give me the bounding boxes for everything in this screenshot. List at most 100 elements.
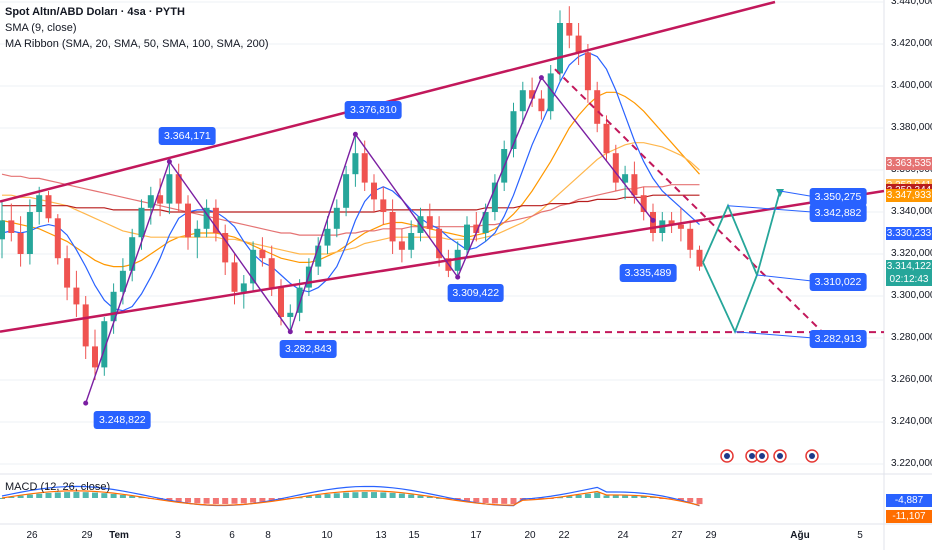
event-flag-icon-core — [809, 453, 815, 459]
candle-body — [398, 241, 405, 250]
macd-histogram-bar — [696, 498, 703, 505]
macd-histogram-bar — [482, 498, 489, 503]
candle-body — [166, 174, 173, 204]
candle-body — [278, 287, 284, 317]
projection-connector — [779, 190, 813, 197]
y-tick-label: 3.440,000 — [891, 0, 932, 7]
x-tick-label: 26 — [26, 530, 38, 541]
candle-body — [436, 228, 443, 259]
candle-body — [240, 283, 247, 292]
y-tick-label: 3.420,000 — [891, 38, 932, 49]
candle-body — [482, 212, 489, 233]
macd-histogram-bar — [687, 498, 694, 503]
candle-body — [194, 228, 201, 238]
pivot-price-label[interactable]: 3.335,489 — [619, 264, 677, 282]
macd-histogram-bar — [380, 492, 387, 498]
y-tick-label: 3.280,000 — [891, 332, 932, 343]
macd-histogram-bar — [296, 497, 303, 499]
candle-body — [696, 249, 703, 267]
x-tick-label: 22 — [558, 530, 570, 541]
candle-body — [677, 224, 684, 229]
y-tick-label: 3.220,000 — [891, 458, 932, 469]
macd-histogram-bar — [631, 495, 638, 498]
candle-body — [529, 90, 536, 99]
candle-body — [668, 220, 675, 225]
macd-histogram-bar — [491, 498, 498, 504]
candle-body — [259, 249, 266, 259]
macd-histogram-bar — [352, 492, 359, 498]
macd-histogram-bar — [584, 493, 591, 498]
macd-signal-line — [1, 490, 700, 506]
candle-body — [408, 233, 415, 250]
ma-ribbon-line — [1, 173, 700, 236]
pivot-price-label[interactable]: 3.248,822 — [93, 411, 151, 430]
macd-histogram-bar — [538, 498, 545, 499]
pivot-price-label[interactable]: 3.309,422 — [447, 284, 505, 303]
candle-body — [380, 199, 387, 212]
projection-price-label[interactable]: 3.282,913 — [809, 329, 867, 348]
pivot-price-label[interactable]: 3.282,843 — [279, 340, 337, 359]
x-tick-label: 10 — [321, 530, 333, 541]
macd-histogram-bar — [101, 493, 108, 498]
candle-body — [231, 262, 238, 292]
pivot-price-label[interactable]: 3.364,171 — [159, 127, 216, 146]
projection-connector — [727, 205, 813, 213]
macd-histogram-bar — [305, 496, 312, 498]
macd-histogram-bar — [26, 494, 33, 498]
macd-histogram-bar — [510, 498, 517, 504]
candle-body — [352, 153, 359, 175]
candle-body — [473, 224, 480, 233]
candle-body — [8, 220, 15, 233]
zigzag-pivot — [83, 400, 89, 406]
x-tick-label: 3 — [175, 530, 181, 541]
x-tick-label: 29 — [705, 530, 717, 541]
candle-body — [389, 212, 396, 242]
candle-body — [73, 287, 80, 305]
macd-histogram-bar — [398, 493, 405, 498]
sma-indicator-label[interactable]: SMA (9, close) — [5, 22, 77, 34]
price-axis-tag: 3.363,535 — [886, 156, 932, 170]
macd-histogram-bar — [240, 498, 247, 504]
macd-histogram-bar — [315, 495, 322, 498]
projection-price-label[interactable]: 3.310,022 — [809, 272, 867, 291]
macd-histogram-bar — [389, 492, 396, 498]
macd-histogram-bar — [222, 498, 229, 504]
zigzag-pivot — [538, 75, 544, 81]
macd-indicator-label[interactable]: MACD (12, 26, close) — [5, 481, 111, 493]
macd-histogram-bar — [138, 497, 145, 499]
y-tick-label: 3.400,000 — [891, 80, 932, 91]
macd-axis-tag: -4,887 — [886, 494, 932, 507]
macd-histogram-bar — [259, 498, 266, 502]
projection-price-label[interactable]: 3.350,275 — [809, 188, 867, 207]
event-flag-icon-core — [749, 453, 755, 459]
x-tick-label: 8 — [265, 530, 271, 541]
x-tick-label: 13 — [375, 530, 387, 541]
candle-body — [315, 245, 322, 267]
macd-histogram-bar — [8, 496, 15, 498]
projection-path-lower — [702, 190, 781, 335]
macd-histogram-bar — [668, 498, 675, 500]
candle-body — [426, 216, 433, 229]
candle-body — [82, 304, 89, 347]
ma-ribbon-indicator-label[interactable]: MA Ribbon (SMA, 20, SMA, 50, SMA, 100, S… — [5, 38, 269, 50]
macd-histogram-bar — [333, 493, 340, 498]
ma-ribbon-line — [1, 91, 700, 268]
y-tick-label: 3.260,000 — [891, 374, 932, 385]
chart-legend: Spot Altın/ABD Doları · 4sa · PYTH SMA (… — [5, 4, 269, 52]
x-tick-label: Tem — [109, 530, 129, 541]
candle-body — [157, 195, 164, 204]
pivot-price-label[interactable]: 3.376,810 — [345, 100, 402, 119]
candle-body — [45, 195, 52, 219]
zigzag-pivot — [455, 274, 461, 280]
macd-histogram-bar — [566, 496, 573, 498]
event-flag-icon-core — [777, 453, 783, 459]
candle-body — [222, 233, 229, 263]
projection-price-label[interactable]: 3.342,882 — [809, 203, 867, 222]
price-axis-tag: 3.314,122 02:12:43 — [886, 260, 932, 287]
symbol-title[interactable]: Spot Altın/ABD Doları · 4sa · PYTH — [5, 6, 185, 18]
macd-histogram-bar — [185, 498, 191, 503]
candle-body — [92, 346, 98, 368]
y-tick-label: 3.320,000 — [891, 248, 932, 259]
